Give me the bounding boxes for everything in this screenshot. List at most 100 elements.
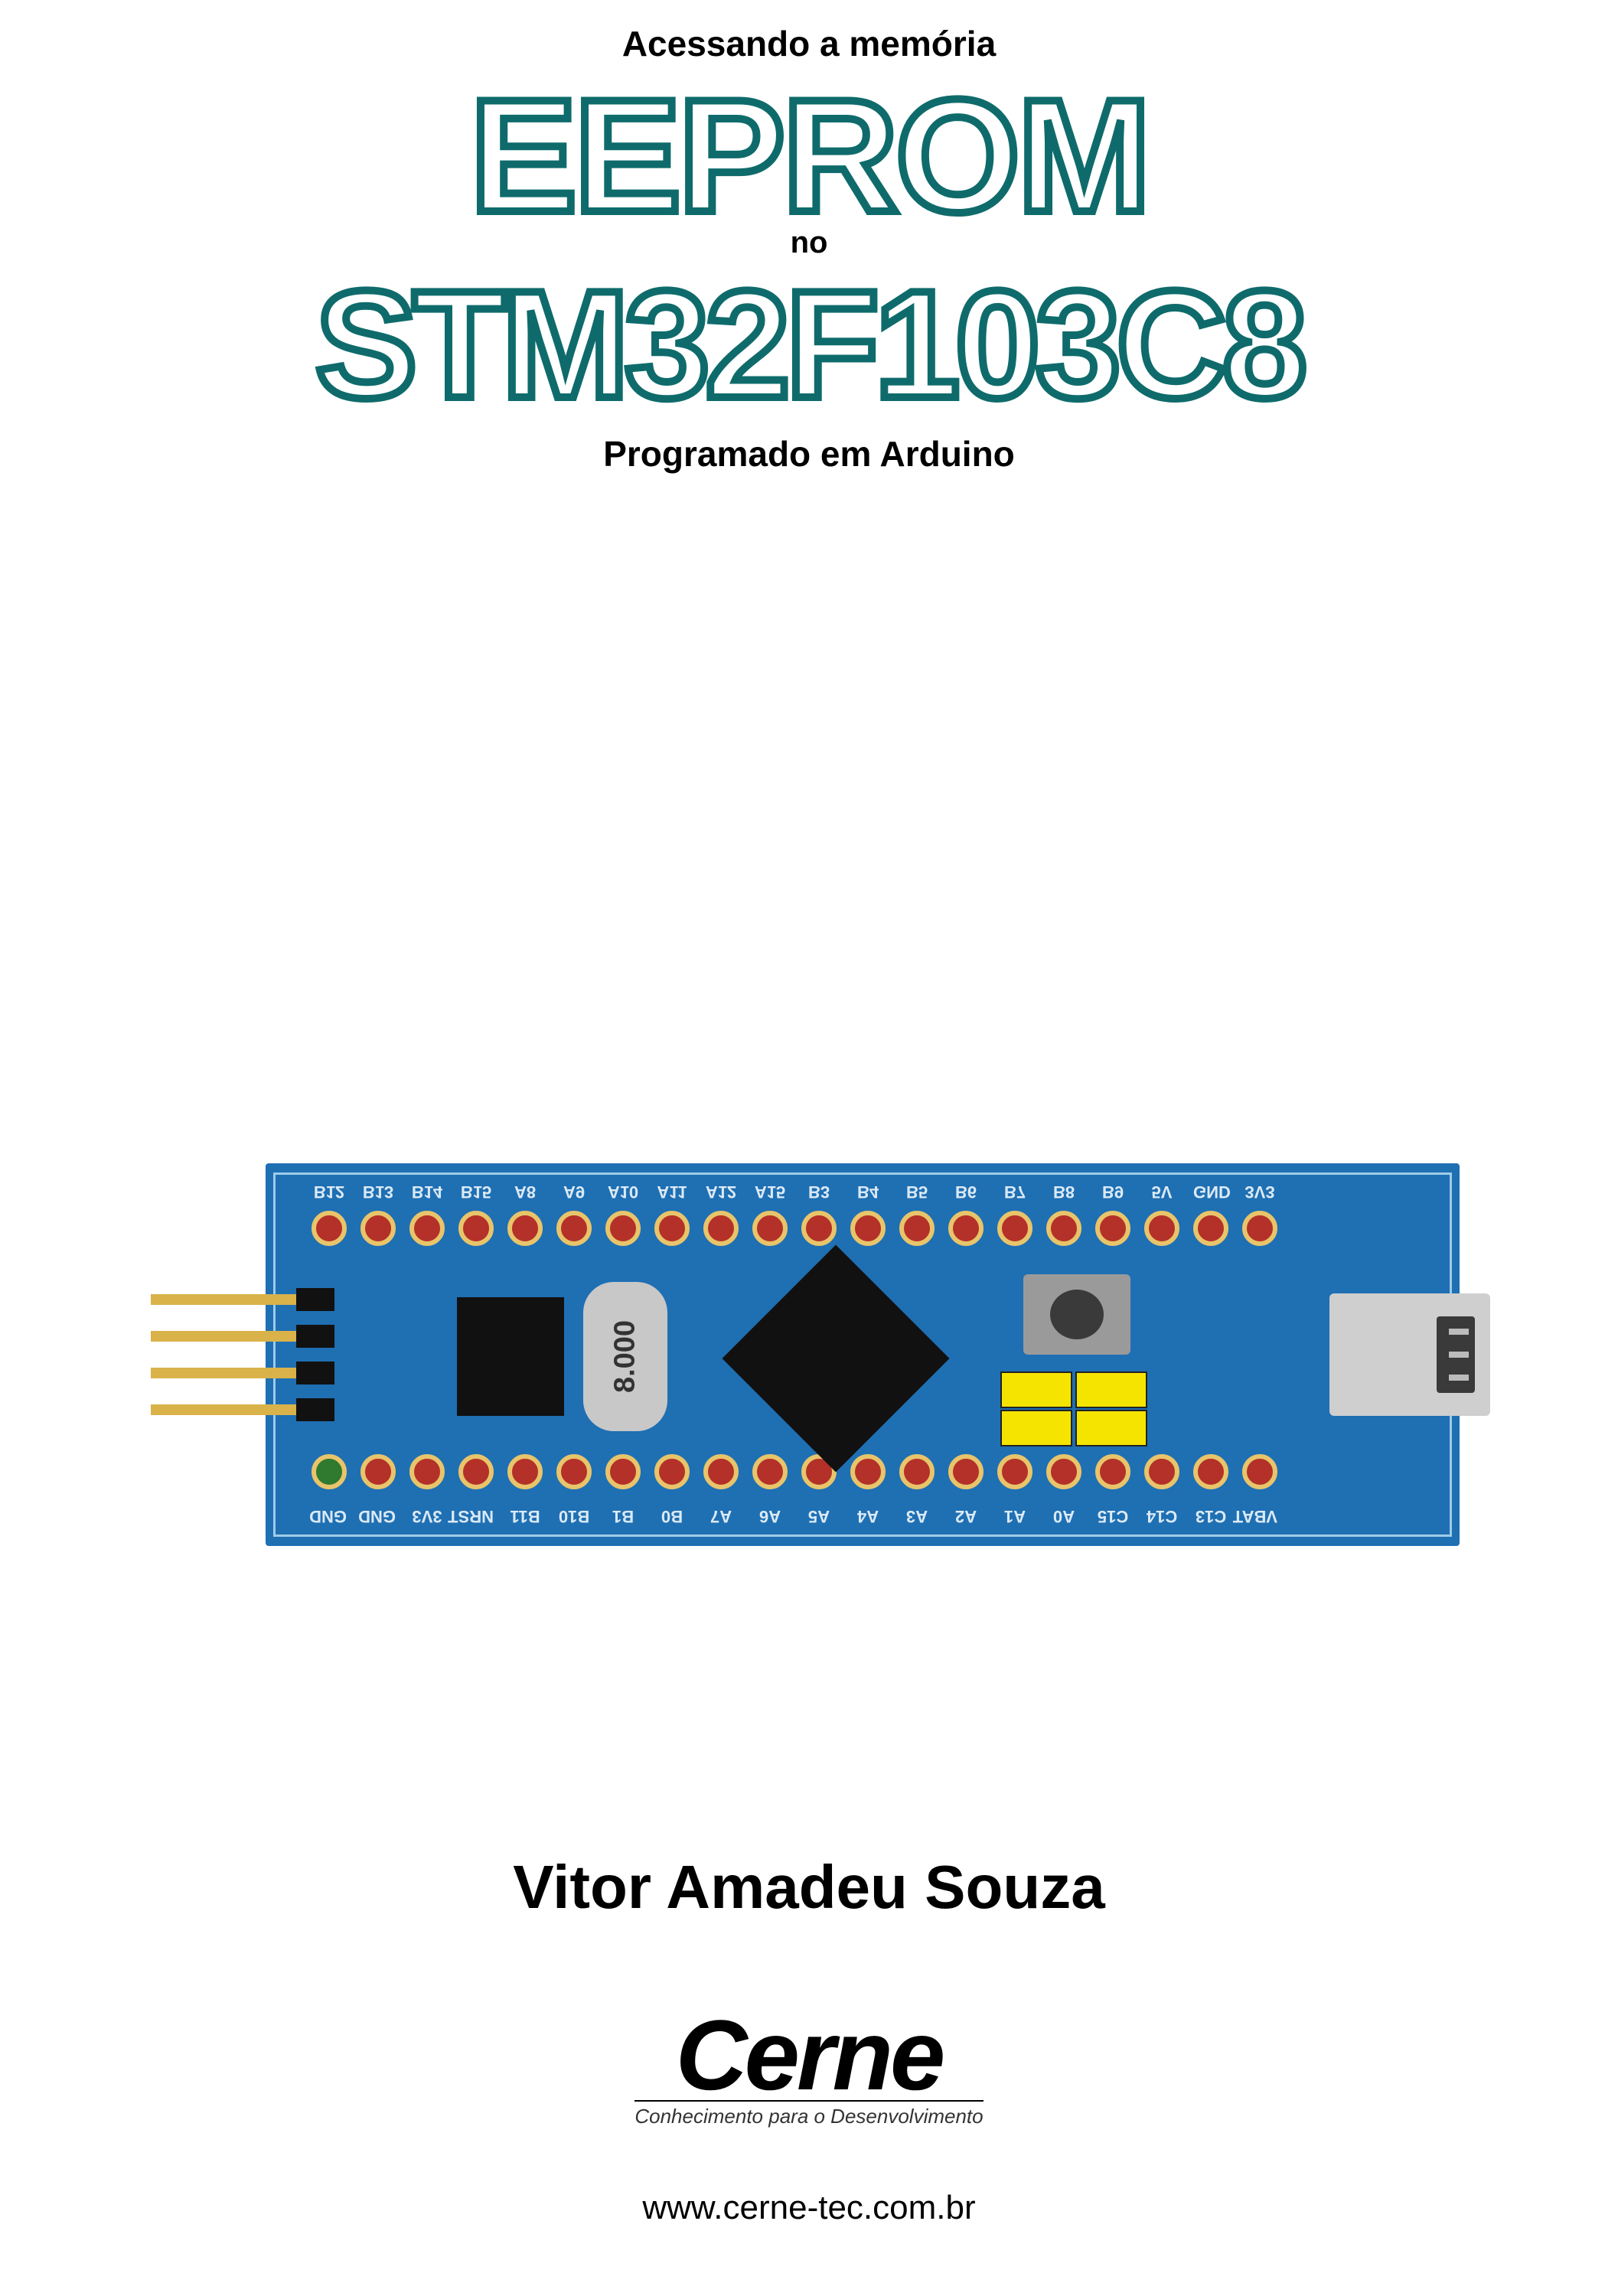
pin-label: B1	[605, 1506, 641, 1526]
title-big-stm: STM32F103C8	[315, 265, 1303, 426]
pin-label: VBAT	[1242, 1506, 1277, 1526]
pin-label: A5	[801, 1506, 837, 1526]
solder-pad	[1242, 1211, 1277, 1246]
publisher-url: www.cerne-tec.com.br	[0, 2189, 1618, 2227]
title-mid: no	[0, 226, 1618, 260]
solder-pad	[409, 1454, 445, 1489]
solder-pad	[605, 1454, 641, 1489]
debug-header	[151, 1286, 342, 1424]
solder-pad	[703, 1454, 739, 1489]
pin-label: B4	[850, 1182, 886, 1202]
boot-jumper	[1075, 1371, 1147, 1408]
solder-pad	[605, 1211, 641, 1246]
pin-label: A0	[1046, 1506, 1081, 1526]
solder-pad	[1193, 1211, 1228, 1246]
title-block: Acessando a memória EEPROM no STM32F103C…	[0, 0, 1618, 475]
usb-pin	[1449, 1375, 1469, 1381]
solder-pad	[948, 1454, 984, 1489]
pin-label: A15	[752, 1182, 788, 1202]
pin-label: A4	[850, 1506, 886, 1526]
solder-pad	[1144, 1454, 1179, 1489]
pin-label: B10	[556, 1506, 592, 1526]
solder-pad	[654, 1454, 690, 1489]
pin-label: A12	[703, 1182, 739, 1202]
title-big-eeprom: EEPROM	[470, 72, 1148, 241]
pin-label: C14	[1144, 1506, 1179, 1526]
pin-label: A7	[703, 1506, 739, 1526]
solder-pad	[458, 1211, 494, 1246]
pin-label: B15	[458, 1182, 494, 1202]
pin-labels-bottom: VBATC13C14C15A0A1A2A3A4A5A6A7B0B1B10B11N…	[312, 1506, 1277, 1526]
pin-label: 3V3	[1242, 1182, 1277, 1202]
boot-jumper	[1000, 1410, 1072, 1446]
solder-pad	[1095, 1454, 1130, 1489]
pads-row-bottom	[312, 1454, 1277, 1500]
solder-pad	[1193, 1454, 1228, 1489]
pin-label: B9	[1095, 1182, 1130, 1202]
boot-jumper	[1000, 1371, 1072, 1408]
header-pin	[151, 1286, 342, 1313]
title-preline: Acessando a memória	[0, 23, 1618, 64]
solder-pad	[703, 1211, 739, 1246]
solder-pad	[1046, 1454, 1081, 1489]
solder-pad	[556, 1454, 592, 1489]
solder-pad	[360, 1454, 396, 1489]
header-pin	[151, 1322, 342, 1350]
pin-label: B5	[899, 1182, 935, 1202]
boot-jumper	[1075, 1410, 1147, 1446]
solder-pad	[997, 1454, 1032, 1489]
header-pin	[151, 1396, 342, 1424]
solder-pad	[1046, 1211, 1081, 1246]
blue-pill-board-illustration: 3V3 GND 5V B9 B8 B7 B6 B5 B4 B3 A15 A12 A11 A10 A9 A8 B1…	[151, 1163, 1467, 1561]
usb-pin	[1449, 1352, 1469, 1358]
solder-pad	[899, 1211, 935, 1246]
pin-label: A2	[948, 1506, 984, 1526]
solder-pad	[948, 1211, 984, 1246]
solder-pad	[1144, 1211, 1179, 1246]
solder-pad	[850, 1454, 886, 1489]
pin-label: A10	[605, 1182, 641, 1202]
pin-label: B11	[507, 1506, 543, 1526]
pin-label: A8	[507, 1182, 543, 1202]
solder-pad	[458, 1454, 494, 1489]
pin-label: NRST	[458, 1506, 494, 1526]
solder-pad	[752, 1454, 788, 1489]
solder-pad	[752, 1211, 788, 1246]
pin-labels-top: 3V3GND5VB9B8B7B6B5B4B3A15A12A11A10A9A8B1…	[312, 1182, 1277, 1202]
publisher-tagline: Conhecimento para o Desenvolvimento	[634, 2100, 983, 2128]
reset-button-icon	[1050, 1290, 1104, 1339]
pin-label: B3	[801, 1182, 837, 1202]
book-cover-page: Acessando a memória EEPROM no STM32F103C…	[0, 0, 1618, 2296]
pin-label: GND	[360, 1506, 396, 1526]
usb-pin	[1449, 1329, 1469, 1335]
pin-label: B7	[997, 1182, 1032, 1202]
regulator-ic	[457, 1297, 564, 1416]
publisher-logo-text: Cerne	[541, 2005, 1077, 2105]
publisher-logo: Cerne Conhecimento para o Desenvolviment…	[541, 2005, 1077, 2128]
pin-label: B0	[654, 1506, 690, 1526]
solder-pad	[409, 1211, 445, 1246]
pin-label: A9	[556, 1182, 592, 1202]
solder-pad	[654, 1211, 690, 1246]
solder-pad	[997, 1211, 1032, 1246]
solder-pad	[899, 1454, 935, 1489]
pin-label: B6	[948, 1182, 984, 1202]
solder-pad	[801, 1211, 837, 1246]
solder-pad	[312, 1211, 347, 1246]
solder-pad	[556, 1211, 592, 1246]
pin-label: A11	[654, 1182, 690, 1202]
solder-pad	[312, 1454, 347, 1489]
solder-pad	[360, 1211, 396, 1246]
solder-pad	[507, 1454, 543, 1489]
pin-label: B8	[1046, 1182, 1081, 1202]
pin-label: 3V3	[409, 1506, 445, 1526]
crystal-label: 8.000	[551, 1315, 700, 1399]
pin-label: A6	[752, 1506, 788, 1526]
author-name: Vitor Amadeu Souza	[0, 1852, 1618, 1923]
solder-pad	[1242, 1454, 1277, 1489]
header-pin	[151, 1359, 342, 1387]
pin-label: B14	[409, 1182, 445, 1202]
pin-label: GND	[312, 1506, 347, 1526]
pin-label: 5V	[1144, 1182, 1179, 1202]
pin-label: A1	[997, 1506, 1032, 1526]
